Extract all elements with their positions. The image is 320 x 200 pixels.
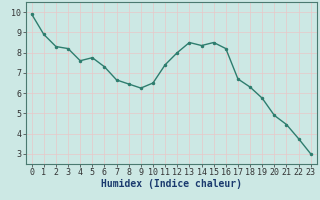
X-axis label: Humidex (Indice chaleur): Humidex (Indice chaleur) <box>101 179 242 189</box>
